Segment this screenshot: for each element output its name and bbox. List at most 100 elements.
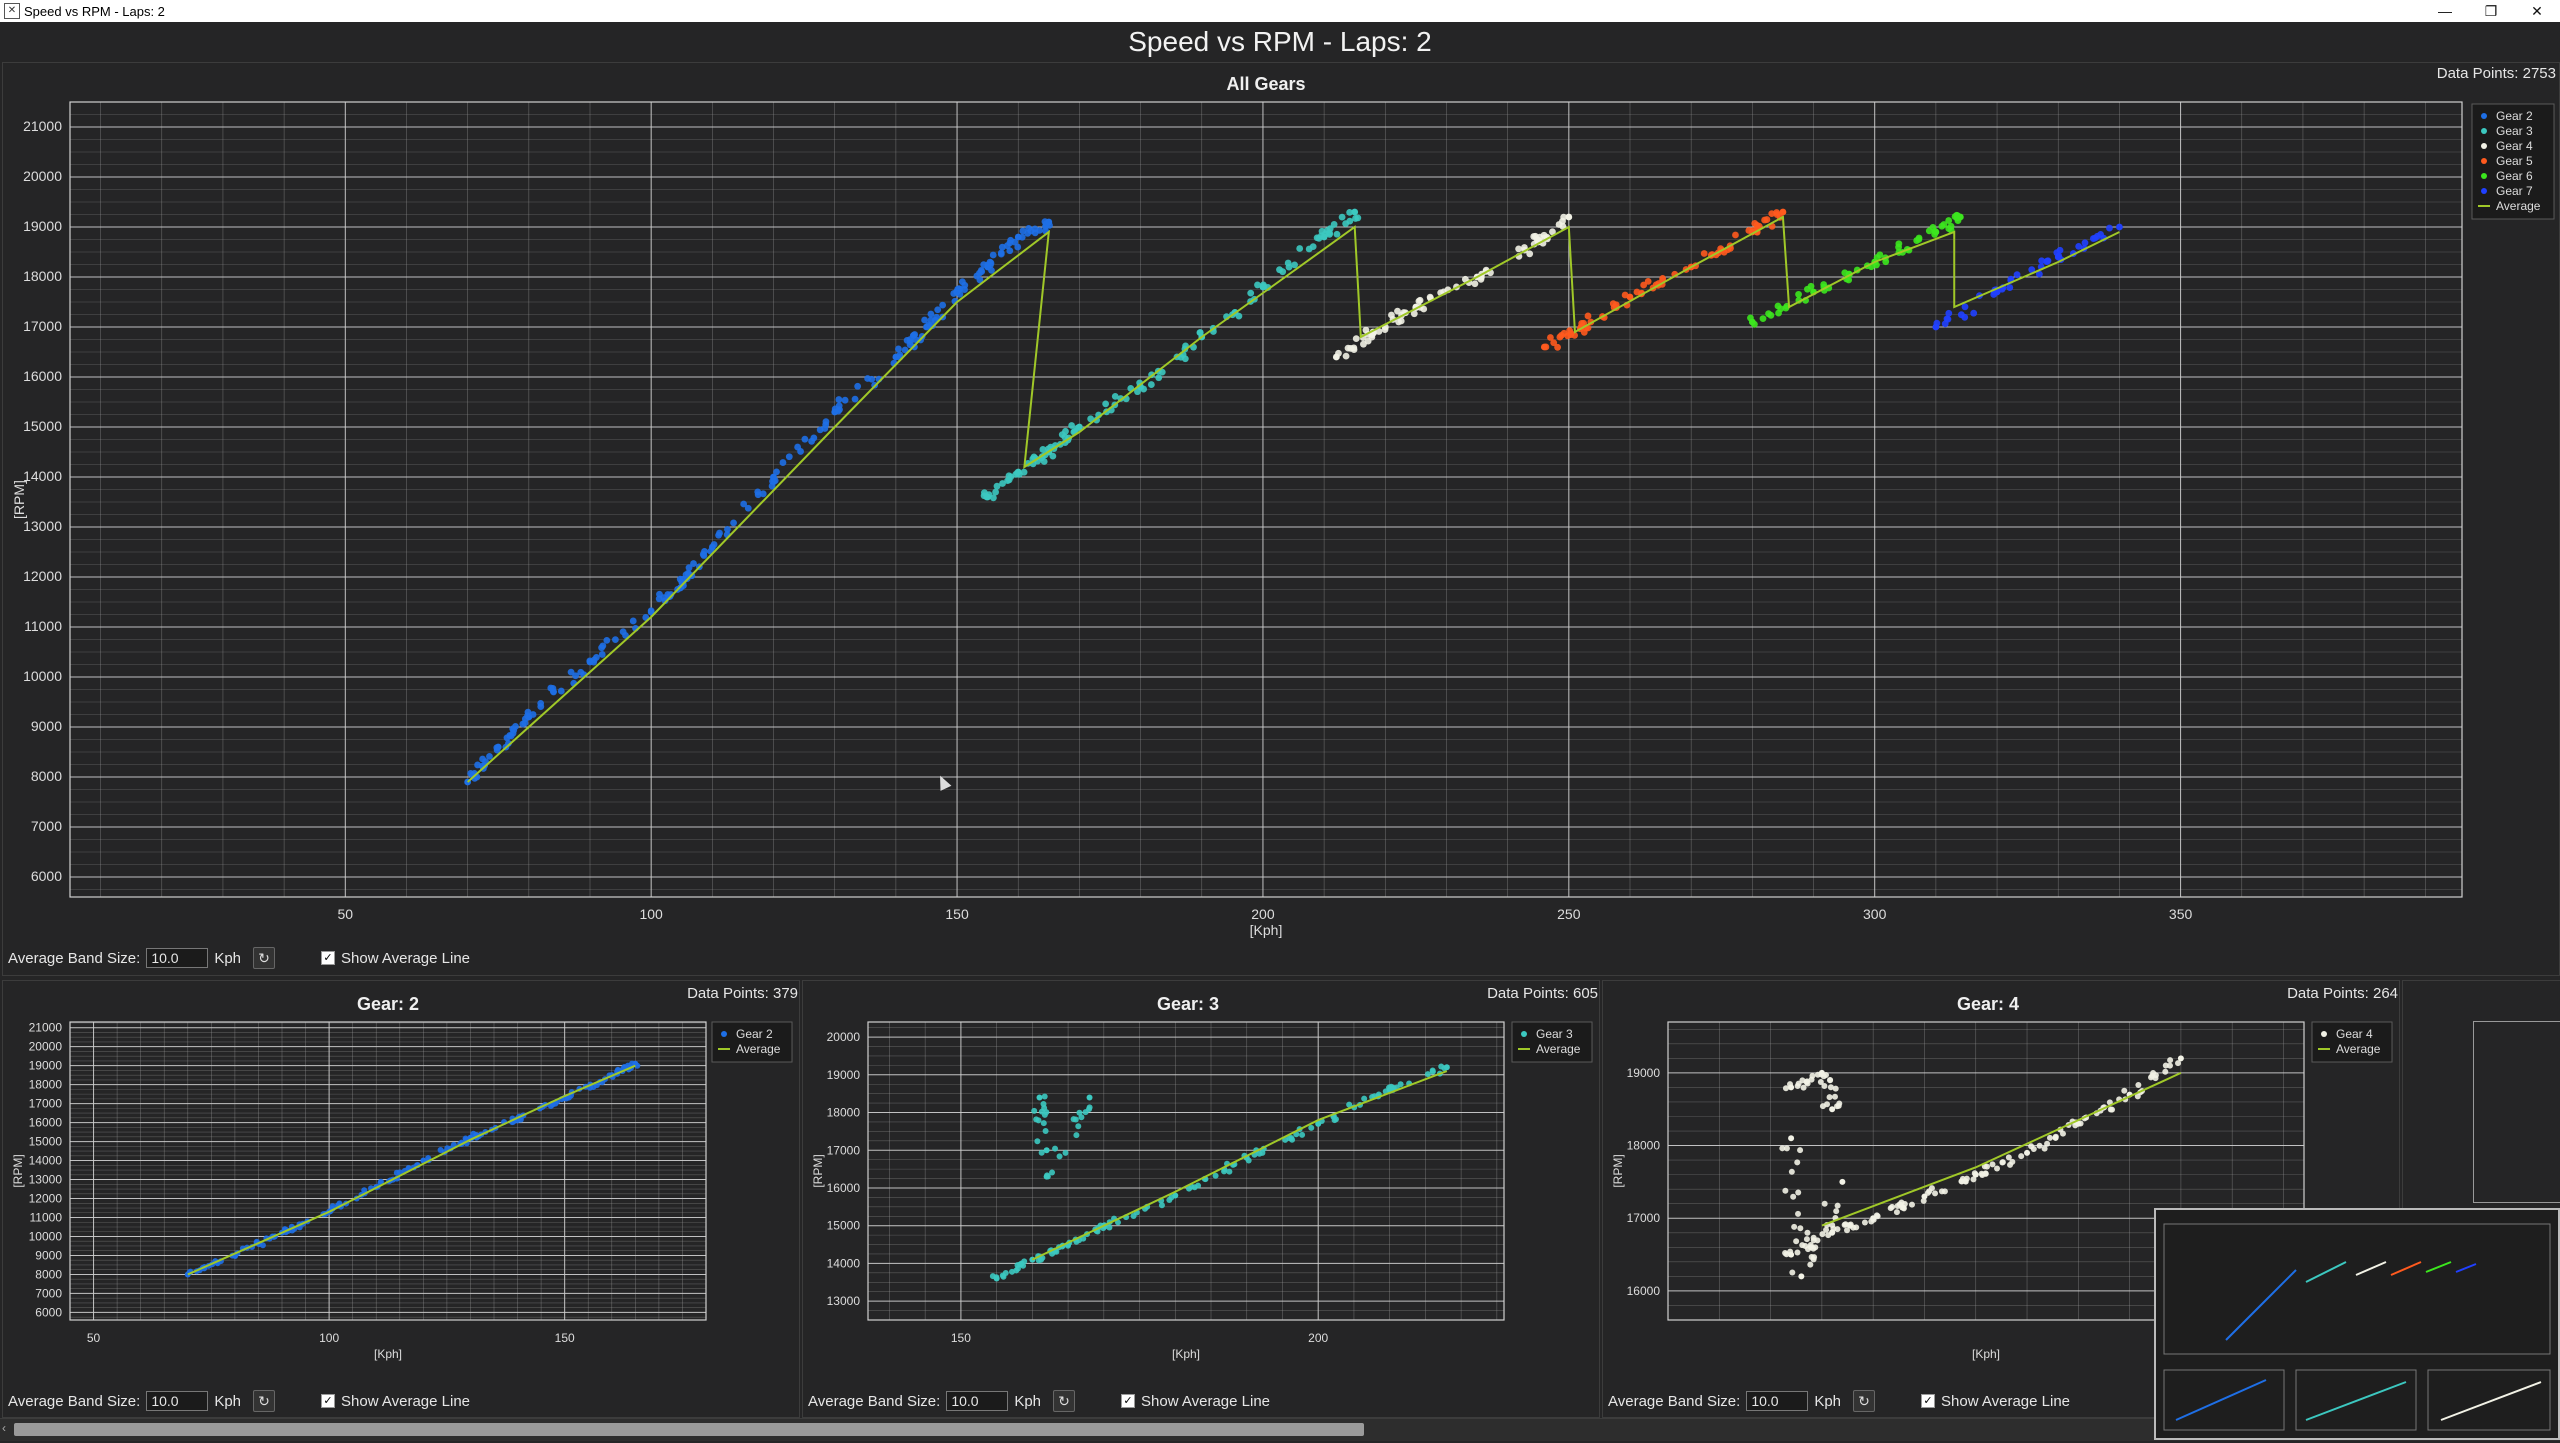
data-point xyxy=(1461,275,1469,283)
series-average xyxy=(187,1064,636,1276)
legend-entry: Gear 2 xyxy=(736,1027,773,1041)
data-point xyxy=(1034,1138,1041,1145)
data-point xyxy=(1961,303,1969,311)
average-line xyxy=(1821,1071,2182,1227)
show-average-checkbox[interactable]: ✓ xyxy=(321,951,336,965)
refresh-icon[interactable]: ↻ xyxy=(253,1390,276,1412)
data-point xyxy=(557,687,565,695)
y-tick-label: 13000 xyxy=(29,1173,63,1187)
band-size-input[interactable] xyxy=(1746,1391,1809,1411)
data-point xyxy=(1020,468,1028,476)
refresh-icon[interactable]: ↻ xyxy=(1853,1390,1876,1412)
all-gears-chart[interactable]: 6000 7000 8000 9000 10000 11000 12000 13000 1400… xyxy=(0,0,2560,980)
data-point xyxy=(1014,243,1022,251)
data-point xyxy=(1564,332,1572,340)
data-point xyxy=(1959,1175,1966,1182)
data-point xyxy=(2166,1062,2173,1069)
data-point xyxy=(1158,1202,1165,1209)
y-tick-label: 11000 xyxy=(24,618,62,634)
data-point xyxy=(1006,247,1014,255)
y-tick-label: 9000 xyxy=(35,1248,62,1262)
data-point xyxy=(927,310,935,318)
scrollbar-thumb[interactable] xyxy=(14,1423,1364,1436)
data-point xyxy=(1254,281,1261,289)
band-size-unit: Kph xyxy=(1814,1392,1842,1410)
show-average-checkbox[interactable]: ✓ xyxy=(1121,1394,1136,1408)
data-point xyxy=(1933,319,1941,327)
data-point xyxy=(1260,281,1267,289)
data-point xyxy=(1803,1236,1810,1243)
data-point xyxy=(1829,1222,1836,1229)
data-point xyxy=(2148,1074,2155,1081)
legend-swatch xyxy=(2481,173,2487,179)
close-button[interactable]: ✕ xyxy=(2531,2,2543,19)
horizontal-scrollbar[interactable]: ‹ xyxy=(0,1418,2560,1441)
gear3-chart[interactable]: 13000 14000 15000 16000 17000 18000 19000 20000… xyxy=(800,980,1600,1420)
y-tick-label: 9000 xyxy=(31,718,62,734)
band-size-label: Average Band Size: xyxy=(1608,1392,1741,1410)
data-point xyxy=(1795,290,1802,298)
data-point xyxy=(1036,1094,1043,1101)
band-size-input[interactable] xyxy=(146,1391,209,1411)
show-average-checkbox[interactable]: ✓ xyxy=(321,1394,336,1408)
y-tick-label: 16000 xyxy=(827,1181,861,1195)
legend-swatch xyxy=(2481,158,2487,164)
data-point xyxy=(1049,1169,1056,1176)
data-point xyxy=(1338,213,1346,221)
data-point xyxy=(1397,1081,1404,1088)
y-tick-label: 14000 xyxy=(29,1154,63,1168)
data-point xyxy=(1011,238,1019,246)
data-point xyxy=(1779,208,1787,216)
data-point xyxy=(1920,1197,1927,1204)
scroll-left-icon[interactable]: ‹ xyxy=(2,1421,6,1435)
series-gear-3 xyxy=(989,1063,1450,1282)
minimize-button[interactable]: — xyxy=(2438,2,2452,19)
data-point xyxy=(1042,1128,1049,1135)
data-point xyxy=(1318,227,1326,235)
y-tick-label: 19000 xyxy=(23,218,62,234)
data-point xyxy=(2036,1142,2043,1149)
show-average-checkbox[interactable]: ✓ xyxy=(1921,1394,1936,1408)
data-point xyxy=(1256,1150,1263,1157)
data-point xyxy=(598,651,606,658)
gear4-controls: Average Band Size: Kph ↻ ✓ Show Average … xyxy=(1608,1390,2070,1412)
data-point xyxy=(1747,314,1754,322)
thumbnail-mini-chart xyxy=(2163,1223,2551,1431)
maximize-button[interactable]: ❐ xyxy=(2484,2,2498,19)
data-point xyxy=(851,395,859,403)
data-point xyxy=(906,338,914,346)
x-tick-label: 150 xyxy=(555,1331,575,1345)
data-point xyxy=(2093,232,2101,240)
y-tick-label: 21000 xyxy=(29,1021,63,1035)
data-point xyxy=(1578,319,1586,327)
data-point xyxy=(1956,213,1964,221)
data-point xyxy=(1056,1153,1063,1160)
legend-entry: Gear 7 xyxy=(2496,184,2533,198)
y-tick-label: 7000 xyxy=(31,818,62,834)
data-point xyxy=(661,597,669,605)
band-size-unit: Kph xyxy=(214,949,242,967)
data-point xyxy=(486,752,493,760)
data-point xyxy=(1970,309,1978,317)
data-point xyxy=(701,547,708,555)
data-point xyxy=(1279,268,1287,276)
data-points-label: Data Points: 605 xyxy=(1487,985,1598,1002)
refresh-icon[interactable]: ↻ xyxy=(253,947,276,969)
taskbar-thumbnail-preview[interactable] xyxy=(2154,1208,2560,1440)
data-point xyxy=(956,290,964,298)
data-point xyxy=(961,286,968,293)
band-size-input[interactable] xyxy=(946,1391,1009,1411)
gear4-chart[interactable]: 16000 17000 18000 19000 Gear: 4 Data Points: … xyxy=(1600,980,2400,1420)
data-point xyxy=(1659,275,1667,282)
gear2-chart[interactable]: 6000 7000 8000 9000 10000 11000 12000 13000 1400… xyxy=(0,980,800,1420)
band-size-input[interactable] xyxy=(146,948,209,968)
y-tick-label: 6000 xyxy=(31,868,62,884)
refresh-icon[interactable]: ↻ xyxy=(1053,1390,1076,1412)
data-point xyxy=(2167,1057,2174,1064)
data-point xyxy=(2028,266,2036,274)
data-point xyxy=(1798,1273,1805,1280)
grid xyxy=(69,1022,707,1320)
data-point xyxy=(2081,239,2089,247)
data-point xyxy=(939,301,947,309)
data-point xyxy=(2175,1060,2182,1067)
